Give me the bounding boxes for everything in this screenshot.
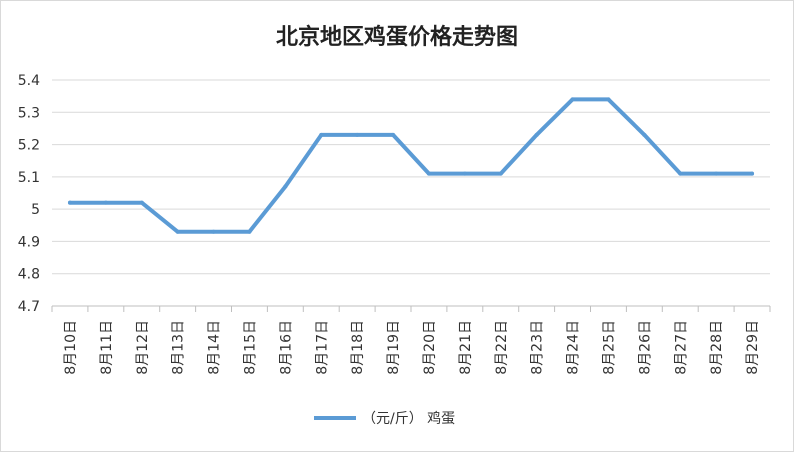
- y-tick-label: 5.1: [18, 170, 40, 186]
- x-tick-label: 8月12日: [135, 320, 151, 375]
- x-tick-label: 8月18日: [350, 320, 366, 375]
- x-axis-ticks: 8月10日 8月11日 8月12日 8月13日 8月14日 8月15日 8月16日 8月17日…: [63, 320, 761, 375]
- data-point: [462, 171, 467, 176]
- legend: （元/斤） 鸡蛋: [314, 410, 455, 427]
- series-line: [68, 97, 754, 234]
- grid-layer: [51, 79, 771, 312]
- x-tick-label: 8月26日: [637, 320, 653, 375]
- data-point: [498, 171, 503, 176]
- x-tick-label: 8月24日: [566, 320, 582, 375]
- x-tick-label: 8月28日: [709, 320, 725, 375]
- x-tick-label: 8月29日: [745, 320, 761, 375]
- x-tick-label: 8月27日: [673, 320, 689, 375]
- data-point: [211, 229, 216, 234]
- y-tick-label: 5.4: [18, 73, 40, 89]
- data-point: [714, 171, 719, 176]
- x-tick-label: 8月17日: [314, 320, 330, 375]
- x-tick-label: 8月16日: [278, 320, 294, 375]
- y-tick-label: 4.7: [18, 299, 40, 315]
- data-point: [606, 97, 611, 102]
- data-point: [570, 97, 575, 102]
- chart-title: 北京地区鸡蛋价格走势图: [276, 24, 518, 50]
- x-tick-label: 8月14日: [207, 320, 223, 375]
- data-point: [103, 200, 108, 205]
- y-tick-label: 4.9: [18, 234, 40, 250]
- data-point: [391, 132, 396, 137]
- x-tick-label: 8月20日: [422, 320, 438, 375]
- x-tick-label: 8月10日: [63, 320, 79, 375]
- x-tick-label: 8月15日: [242, 320, 258, 375]
- data-point: [319, 132, 324, 137]
- data-point: [534, 132, 539, 137]
- y-tick-label: 5: [31, 202, 40, 218]
- x-tick-label: 8月11日: [99, 320, 115, 375]
- data-point: [426, 171, 431, 176]
- data-point: [642, 132, 647, 137]
- x-tick-label: 8月25日: [601, 320, 617, 375]
- legend-label: （元/斤） 鸡蛋: [362, 410, 455, 427]
- data-point: [750, 171, 755, 176]
- x-tick-label: 8月21日: [458, 320, 474, 375]
- x-tick-label: 8月23日: [530, 320, 546, 375]
- data-point: [175, 229, 180, 234]
- y-axis-ticks: 4.7 4.8 4.9 5 5.1 5.2 5.3 5.4: [18, 73, 40, 315]
- data-point: [283, 184, 288, 189]
- data-point: [139, 200, 144, 205]
- series-layer: [67, 97, 755, 234]
- data-point: [67, 200, 72, 205]
- data-point: [678, 171, 683, 176]
- x-tick-label: 8月19日: [386, 320, 402, 375]
- data-point: [247, 229, 252, 234]
- y-tick-label: 5.2: [18, 138, 40, 154]
- x-tick-label: 8月22日: [494, 320, 510, 375]
- data-point: [355, 132, 360, 137]
- y-tick-label: 4.8: [18, 267, 40, 283]
- y-tick-label: 5.3: [18, 105, 40, 121]
- x-tick-label: 8月13日: [171, 320, 187, 375]
